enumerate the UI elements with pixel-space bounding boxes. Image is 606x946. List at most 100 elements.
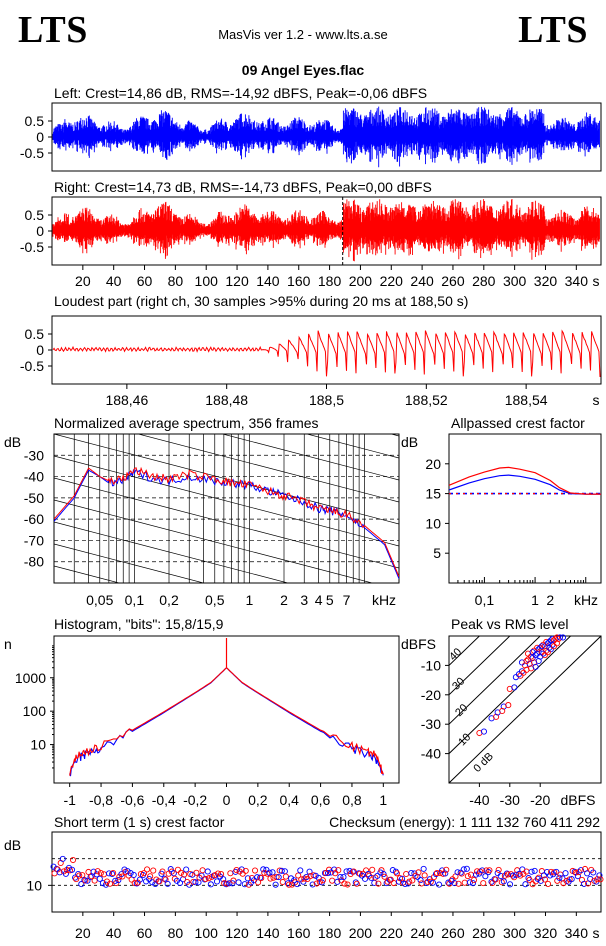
shortcrest-point bbox=[94, 868, 101, 875]
shortcrest-point bbox=[124, 868, 131, 875]
shortcrest-point bbox=[442, 870, 449, 877]
right_wave-signal bbox=[52, 199, 600, 262]
wave-xtick-label: 120 bbox=[225, 273, 249, 289]
shortcrest-point bbox=[164, 880, 171, 887]
shortcrest-point bbox=[84, 877, 91, 884]
spectrum-slope-line bbox=[305, 434, 399, 459]
shortcrest-point bbox=[436, 881, 443, 888]
spectrum-xtick-label: 0,05 bbox=[86, 592, 113, 608]
spectrum-xtick-label: 4 bbox=[315, 592, 323, 608]
shortcrest-point bbox=[409, 877, 416, 884]
shortcrest-xtick-label: 60 bbox=[137, 925, 153, 941]
shortcrest-point bbox=[406, 878, 413, 885]
shortcrest-xtick-label: 180 bbox=[318, 925, 342, 941]
loudest-ytick-label: 0.5 bbox=[25, 326, 45, 342]
shortcrest-point bbox=[204, 868, 211, 875]
shortcrest-point bbox=[503, 870, 510, 877]
peakrms-crest-line bbox=[449, 636, 481, 666]
shortcrest-point bbox=[59, 855, 66, 862]
loudest-xtick-label: 188,48 bbox=[205, 392, 248, 408]
shortcrest-point bbox=[464, 873, 471, 880]
spectrum-xtick-label: 5 bbox=[326, 592, 334, 608]
shortcrest-point bbox=[443, 866, 450, 873]
shortcrest-point bbox=[393, 870, 400, 877]
shortcrest-point bbox=[568, 876, 575, 883]
shortcrest-point bbox=[461, 879, 468, 886]
shortcrest-point bbox=[547, 872, 554, 879]
shortcrest-point bbox=[420, 865, 427, 872]
shortcrest-point bbox=[258, 875, 265, 882]
spectrum-slope-line bbox=[54, 477, 399, 569]
allpassed-x-unit: kHz bbox=[574, 592, 598, 608]
shortcrest-point bbox=[389, 867, 396, 874]
shortcrest-point bbox=[223, 881, 230, 888]
shortcrest-point bbox=[334, 878, 341, 885]
shortcrest-point bbox=[460, 866, 467, 873]
shortcrest-point bbox=[479, 867, 486, 874]
shortcrest-point bbox=[177, 869, 185, 876]
allpassed-ytick-label: 5 bbox=[433, 545, 441, 561]
loudest-xtick-label: 188,46 bbox=[105, 392, 148, 408]
allpassed-xtick-label: 0,1 bbox=[475, 592, 495, 608]
spectrum-xtick-label: 2 bbox=[280, 592, 288, 608]
shortcrest-point bbox=[375, 880, 382, 887]
shortcrest-point bbox=[324, 870, 332, 877]
shortcrest-title: Short term (1 s) crest factor bbox=[54, 814, 225, 830]
shortcrest-point bbox=[87, 873, 94, 880]
shortcrest-point bbox=[297, 867, 304, 874]
shortcrest-point bbox=[537, 877, 544, 884]
left_wave-ytick-label: 0.5 bbox=[25, 113, 45, 129]
peakrms-point bbox=[480, 728, 488, 735]
shortcrest-point bbox=[133, 880, 140, 887]
peakrms-point bbox=[499, 707, 506, 715]
shortcrest-point bbox=[81, 876, 88, 884]
shortcrest-point bbox=[414, 873, 421, 880]
shortcrest-point bbox=[492, 876, 499, 883]
allpassed-frame bbox=[448, 433, 602, 584]
peakrms-xtick-label: -40 bbox=[469, 792, 489, 808]
peakrms-point bbox=[550, 643, 557, 650]
shortcrest-point bbox=[220, 876, 227, 883]
shortcrest-point bbox=[580, 880, 588, 887]
shortcrest-point bbox=[540, 872, 547, 879]
peakrms-diagonals bbox=[449, 636, 601, 783]
shortcrest-point bbox=[279, 878, 286, 886]
shortcrest-point bbox=[353, 880, 360, 887]
spectrum-series-right bbox=[54, 466, 399, 577]
shortcrest-point bbox=[392, 868, 399, 875]
shortcrest-point bbox=[470, 876, 478, 884]
shortcrest-point bbox=[571, 868, 578, 875]
shortcrest-point bbox=[230, 877, 237, 884]
peakrms-title: Peak vs RMS level bbox=[451, 616, 568, 632]
shortcrest-xtick-label: 260 bbox=[441, 925, 465, 941]
left_wave-signal bbox=[52, 106, 600, 168]
spectrum-slope-line bbox=[54, 499, 374, 583]
loudest-xtick-label: 188,54 bbox=[505, 392, 548, 408]
shortcrest-point bbox=[146, 875, 153, 883]
histogram-xtick-label: 1 bbox=[379, 792, 387, 808]
loudest-xtick-label: 188,52 bbox=[405, 392, 448, 408]
shortcrest-point bbox=[226, 880, 233, 887]
file-title: 09 Angel Eyes.flac bbox=[241, 62, 365, 78]
shortcrest-point bbox=[207, 881, 214, 888]
spectrum-slope-line bbox=[221, 434, 399, 481]
shortcrest-point bbox=[331, 866, 338, 873]
shortcrest-point bbox=[340, 874, 347, 881]
spectrum-ylabel: dB bbox=[4, 434, 21, 450]
wave-xtick-label: 180 bbox=[318, 273, 342, 289]
shortcrest-point bbox=[150, 867, 157, 874]
shortcrest-point bbox=[180, 876, 187, 883]
shortcrest-point bbox=[136, 876, 143, 883]
peakrms-diag-label: 30 bbox=[450, 675, 467, 692]
peakrms-crest-line bbox=[449, 636, 511, 696]
shortcrest-x-unit: s bbox=[593, 925, 600, 941]
shortcrest-point bbox=[590, 869, 597, 876]
right_wave-ytick-label: 0 bbox=[36, 223, 44, 239]
left_wave-title: Left: Crest=14,86 dB, RMS=-14,92 dBFS, P… bbox=[54, 85, 427, 101]
shortcrest-ylabel: dB bbox=[4, 837, 21, 853]
histogram-series-left bbox=[69, 666, 384, 777]
peakrms-xlabel: dBFS bbox=[560, 792, 595, 808]
shortcrest-point bbox=[202, 875, 209, 883]
right_wave-ytick-label: 0.5 bbox=[25, 207, 45, 223]
shortcrest-point bbox=[457, 869, 464, 876]
